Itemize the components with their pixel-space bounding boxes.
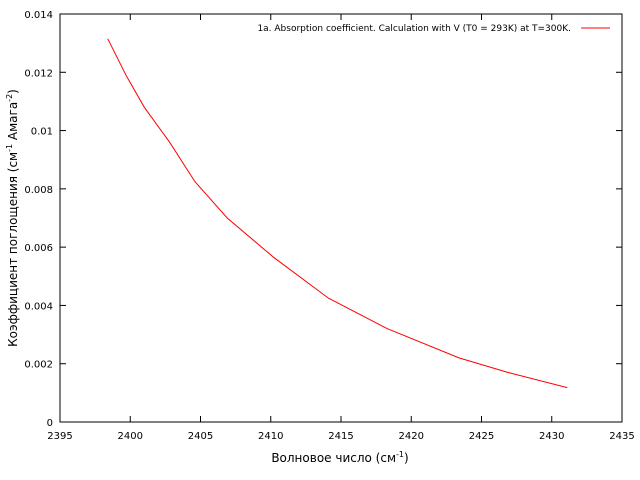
x-tick-label: 2425 xyxy=(469,431,494,442)
y-tick-label: 0.012 xyxy=(24,68,53,79)
axis-ticks xyxy=(59,13,623,423)
x-axis-title-close: ) xyxy=(404,451,409,465)
x-tick-label: 2405 xyxy=(188,431,213,442)
x-tick-label: 2400 xyxy=(118,431,143,442)
x-tick-label: 2415 xyxy=(328,431,353,442)
x-axis-title-sup: -1 xyxy=(396,450,404,459)
y-tick-label: 0.014 xyxy=(24,10,53,21)
legend: 1a. Absorption coefficient. Calculation … xyxy=(257,24,610,34)
plot-frame xyxy=(59,13,623,423)
y-axis-title-sup1: -1 xyxy=(5,144,14,152)
y-tick-label: 0.008 xyxy=(24,185,53,196)
series-layer xyxy=(107,38,568,389)
x-axis-title-main: Волновое число (см xyxy=(271,451,396,465)
y-axis-title: Коэффициент поглощения (см-1 Амага-2) xyxy=(5,89,20,347)
x-tick-label: 2410 xyxy=(258,431,283,442)
x-tick-label: 2420 xyxy=(399,431,424,442)
y-tick-label: 0 xyxy=(47,418,53,429)
x-tick-label: 2430 xyxy=(539,431,564,442)
y-tick-label: 0.01 xyxy=(31,127,53,138)
y-axis-title-part2: Амага xyxy=(6,102,20,144)
x-axis-title: Волновое число (см-1) xyxy=(271,450,408,465)
x-tick-label: 2435 xyxy=(609,431,634,442)
y-axis-title-part3: ) xyxy=(6,89,20,94)
series-line xyxy=(107,38,568,389)
legend-label: 1a. Absorption coefficient. Calculation … xyxy=(257,24,571,34)
y-axis-title-part1: Коэффициент поглощения (см xyxy=(6,152,20,347)
y-tick-label: 0.006 xyxy=(24,243,53,254)
y-tick-label: 0.004 xyxy=(24,301,53,312)
x-tick-label: 2395 xyxy=(47,431,72,442)
y-tick-label: 0.002 xyxy=(24,360,53,371)
y-axis-title-sup2: -2 xyxy=(5,94,14,102)
axis-tick-labels: 2395 2400 2405 2410 2415 2420 2425 2430 2435 0 0.0… xyxy=(24,10,634,442)
